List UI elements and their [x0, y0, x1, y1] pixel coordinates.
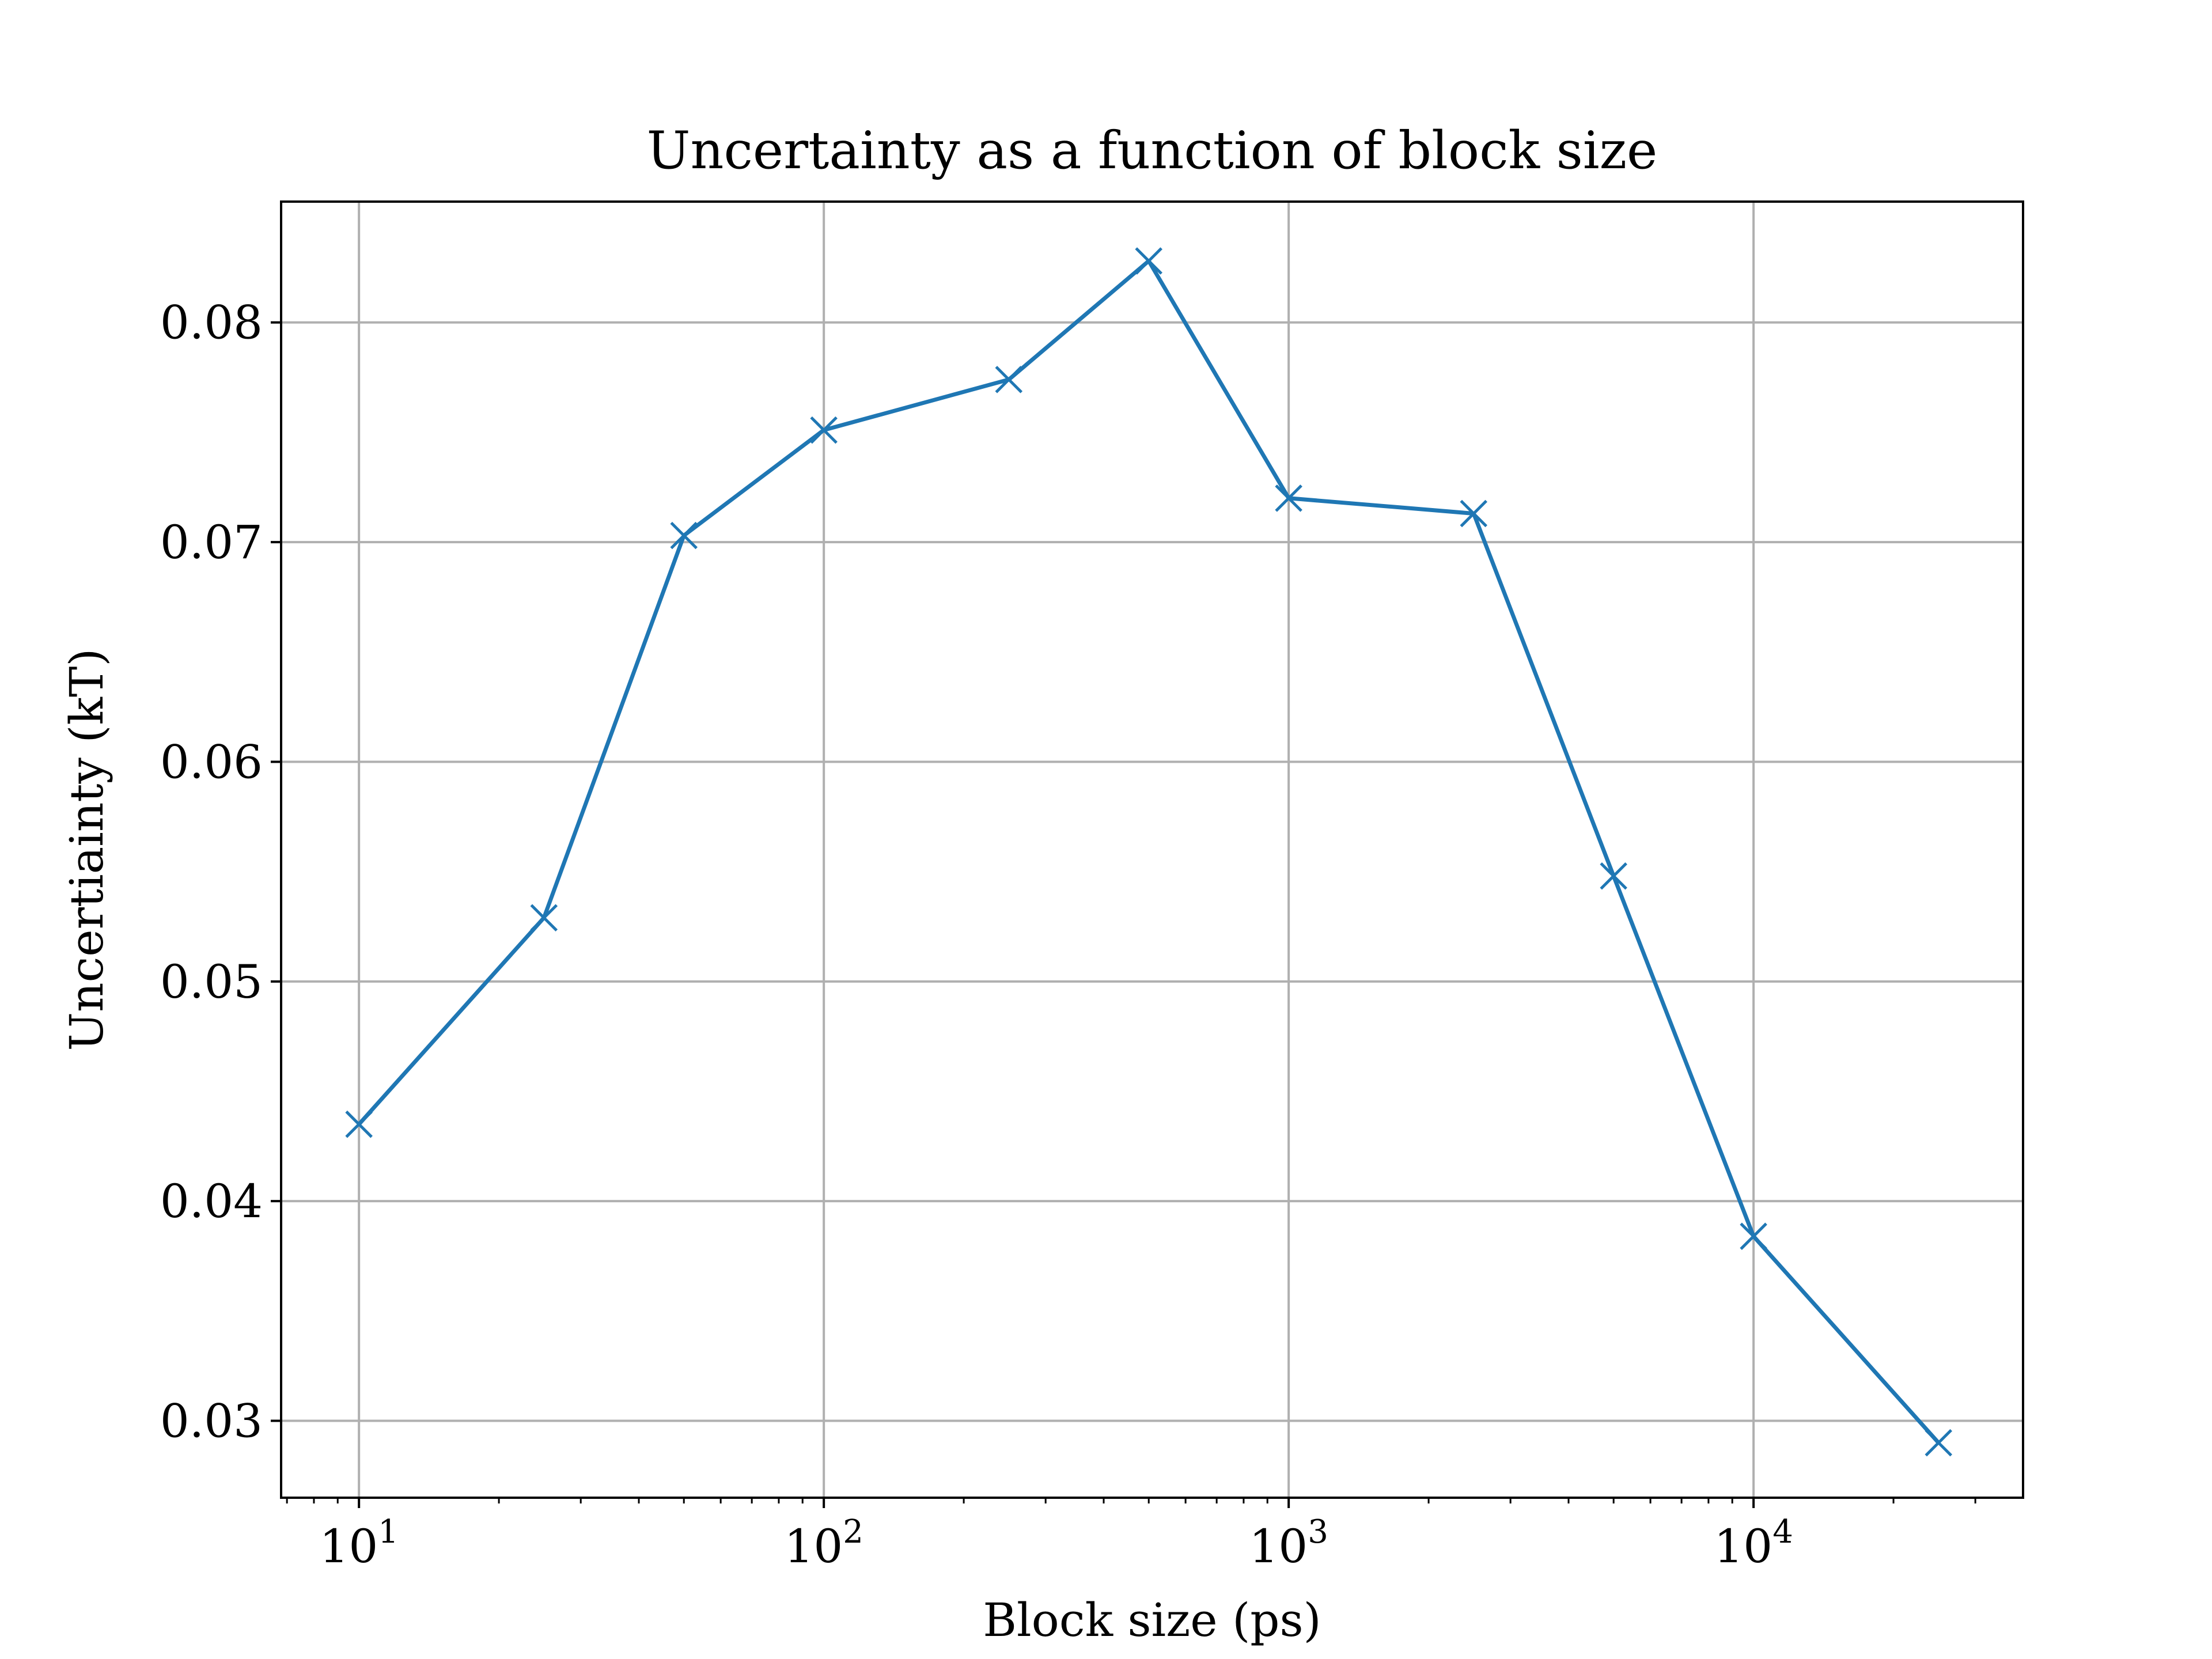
y-axis: 0.03 0.04 0.05 0.06 0.07 0.08 [160, 296, 281, 1448]
y-tick-label: 0.08 [160, 296, 263, 350]
x-tick-label: 102 [784, 1513, 863, 1573]
chart-title: Uncertainty as a function of block size [647, 120, 1658, 181]
marker-stroke [670, 521, 698, 550]
marker-stroke [1275, 484, 1302, 512]
marker-stroke [1460, 499, 1488, 528]
y-axis-label: Uncertiainty (kT) [60, 649, 113, 1051]
x-axis: 101 102 103 104 [286, 1498, 1976, 1573]
marker-stroke [1135, 247, 1162, 275]
data-point [1925, 1429, 1953, 1457]
marker-stroke [1600, 862, 1627, 890]
data-point [1460, 499, 1488, 528]
data-point [1600, 862, 1627, 890]
data-point [810, 416, 838, 444]
marker-stroke [345, 1110, 373, 1138]
data-point [995, 366, 1023, 393]
data-point [1135, 247, 1162, 275]
data-point [1740, 1222, 1767, 1250]
marker-stroke [530, 904, 558, 931]
x-axis-label: Block size (ps) [983, 1593, 1321, 1647]
marker-stroke [1925, 1429, 1953, 1457]
y-tick-label: 0.04 [160, 1175, 263, 1228]
grid [281, 202, 2023, 1498]
y-tick-label: 0.07 [160, 516, 263, 569]
data-point [670, 521, 698, 550]
y-tick-label: 0.03 [160, 1395, 263, 1448]
marker-stroke [1740, 1222, 1767, 1250]
x-tick-label: 103 [1249, 1513, 1328, 1573]
data-point [1275, 484, 1302, 512]
marker-stroke [995, 366, 1023, 393]
series-group [345, 247, 1953, 1457]
x-tick-label: 101 [319, 1513, 398, 1573]
data-point [345, 1110, 373, 1138]
y-tick-label: 0.06 [160, 735, 263, 789]
y-tick-label: 0.05 [160, 955, 263, 1009]
plot-frame [280, 200, 2024, 1499]
data-point [530, 904, 558, 931]
x-tick-label: 104 [1714, 1513, 1793, 1573]
marker-stroke [810, 416, 838, 444]
